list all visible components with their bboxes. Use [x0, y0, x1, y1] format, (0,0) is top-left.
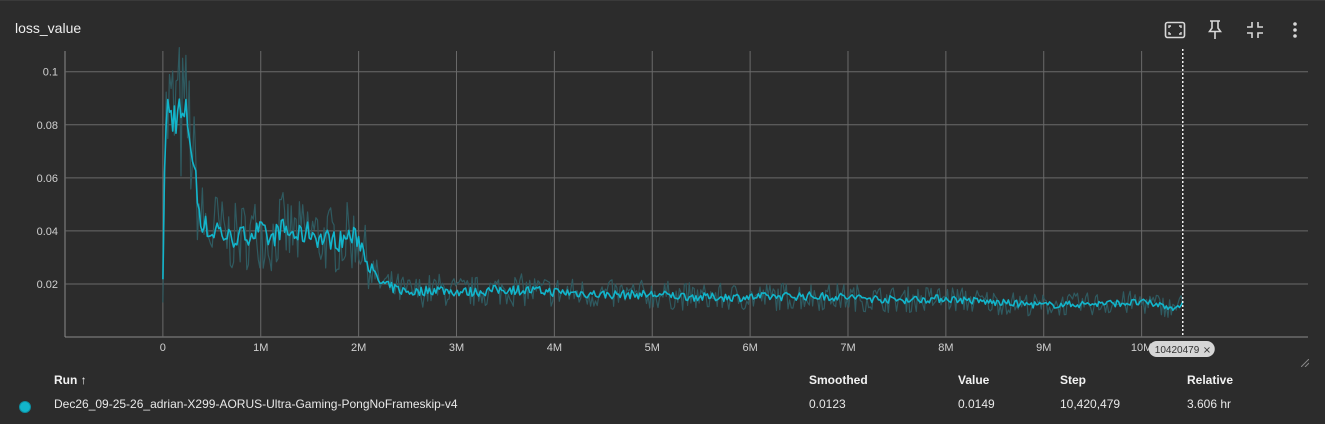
- x-tick-label: 1M: [253, 342, 268, 354]
- card-toolbar: [1155, 15, 1315, 45]
- close-icon[interactable]: ×: [1203, 345, 1211, 356]
- more-menu-button[interactable]: [1275, 15, 1315, 45]
- y-tick-label: 0.1: [43, 67, 58, 79]
- x-tick-label: 7M: [840, 342, 855, 354]
- resize-handle-icon[interactable]: [1301, 359, 1309, 367]
- cell-smoothed: 0.0123: [809, 397, 846, 411]
- header-run[interactable]: Run ↑: [54, 373, 87, 387]
- x-tick-label: 3M: [449, 342, 464, 354]
- hover-step-chip[interactable]: [1148, 341, 1215, 357]
- collapse-button[interactable]: [1235, 15, 1275, 45]
- x-tick-label: 8M: [938, 342, 953, 354]
- x-tick-label: 5M: [645, 342, 660, 354]
- y-tick-label: 0.08: [37, 120, 58, 132]
- card-title: loss_value: [15, 20, 82, 36]
- header-step[interactable]: Step: [1060, 373, 1087, 387]
- cell-relative: 3.606 hr: [1187, 397, 1232, 411]
- cell-run: Dec26_09-25-26_adrian-X299-AORUS-Ultra-G…: [54, 397, 458, 411]
- pin-icon: [1208, 20, 1222, 39]
- line-chart[interactable]: 0 1M 2M 3M 4M 5M 6M 7M 8M 9M 10M 0.02 0.04 0.06 0.08 0.…: [0, 41, 1325, 361]
- x-tick-label: 10M: [1131, 342, 1152, 354]
- y-tick-label: 0.04: [37, 226, 58, 238]
- y-tick-label: 0.02: [37, 279, 58, 291]
- x-tick-label: 6M: [742, 342, 757, 354]
- run-color-swatch: [19, 401, 31, 413]
- hover-step-label: 10420479: [1155, 345, 1200, 356]
- smoothed-series-line: [162, 98, 1184, 312]
- fit-to-data-icon: [1164, 21, 1186, 39]
- cell-step: 10,420,479: [1060, 397, 1121, 411]
- x-tick-label: 4M: [547, 342, 562, 354]
- header-relative[interactable]: Relative: [1187, 373, 1234, 387]
- y-tick-label: 0.06: [37, 173, 58, 185]
- pin-button[interactable]: [1195, 15, 1235, 45]
- more-vert-icon: [1293, 22, 1297, 38]
- raw-series-line: [162, 46, 1184, 318]
- header-smoothed[interactable]: Smoothed: [809, 373, 868, 387]
- x-tick-label: 0: [160, 342, 166, 354]
- x-tick-label: 2M: [351, 342, 366, 354]
- collapse-icon: [1247, 22, 1263, 38]
- header-value[interactable]: Value: [958, 373, 990, 387]
- fit-domain-button[interactable]: [1155, 15, 1195, 45]
- x-tick-label: 9M: [1036, 342, 1051, 354]
- cell-value: 0.0149: [958, 397, 995, 411]
